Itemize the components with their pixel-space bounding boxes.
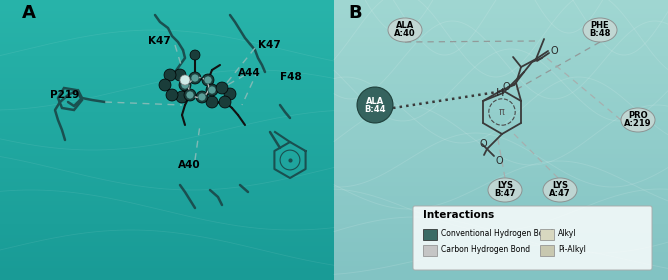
Text: B:48: B:48 [589,29,611,39]
Circle shape [181,81,189,89]
Ellipse shape [583,18,617,42]
Text: Alkyl: Alkyl [558,230,576,239]
Ellipse shape [621,108,655,132]
Text: B: B [348,4,361,22]
Text: A:219: A:219 [625,120,652,129]
Circle shape [180,75,190,85]
Text: LYS: LYS [552,181,568,190]
Text: ALA: ALA [396,22,414,31]
Ellipse shape [488,178,522,202]
Circle shape [198,93,206,101]
Circle shape [206,84,218,96]
Text: O: O [496,156,504,166]
Text: K47: K47 [148,36,171,46]
Bar [423,229,437,240]
Circle shape [176,91,188,103]
Ellipse shape [388,18,422,42]
Circle shape [202,74,214,86]
Circle shape [208,86,216,94]
Bar [540,245,554,256]
Circle shape [179,79,191,91]
Text: A40: A40 [178,160,200,170]
Ellipse shape [543,178,577,202]
Circle shape [219,96,231,108]
Circle shape [190,50,200,60]
Circle shape [184,89,196,101]
Text: P219: P219 [50,90,79,100]
Circle shape [204,76,212,84]
Text: A:40: A:40 [394,29,415,39]
Bar [423,245,437,256]
Text: π: π [499,107,505,117]
Text: H: H [496,88,504,98]
Circle shape [216,82,228,94]
Text: Conventional Hydrogen Bond: Conventional Hydrogen Bond [441,230,553,239]
Circle shape [159,79,171,91]
Circle shape [189,72,201,84]
Circle shape [224,88,236,100]
Text: B:47: B:47 [494,190,516,199]
Text: A44: A44 [238,68,261,78]
FancyBboxPatch shape [413,206,652,270]
Text: Pi-Alkyl: Pi-Alkyl [558,246,586,255]
Circle shape [357,87,393,123]
Circle shape [186,91,194,99]
Text: Carbon Hydrogen Bond: Carbon Hydrogen Bond [441,246,530,255]
Text: PRO: PRO [628,111,648,120]
Text: Interactions: Interactions [423,210,494,220]
Text: B:44: B:44 [364,106,385,115]
Bar [540,229,554,240]
Text: O: O [479,139,486,149]
Circle shape [206,96,218,108]
Text: O: O [550,46,558,56]
Circle shape [174,69,186,81]
Circle shape [164,69,176,81]
Text: A:47: A:47 [549,190,571,199]
Text: A: A [22,4,36,22]
Text: ALA: ALA [366,97,384,106]
Circle shape [191,74,199,82]
Text: LYS: LYS [497,181,513,190]
Circle shape [196,91,208,103]
Text: K47: K47 [258,40,281,50]
Text: F48: F48 [280,72,302,82]
Text: PHE: PHE [591,22,609,31]
Circle shape [166,89,178,101]
Text: O: O [502,82,510,92]
